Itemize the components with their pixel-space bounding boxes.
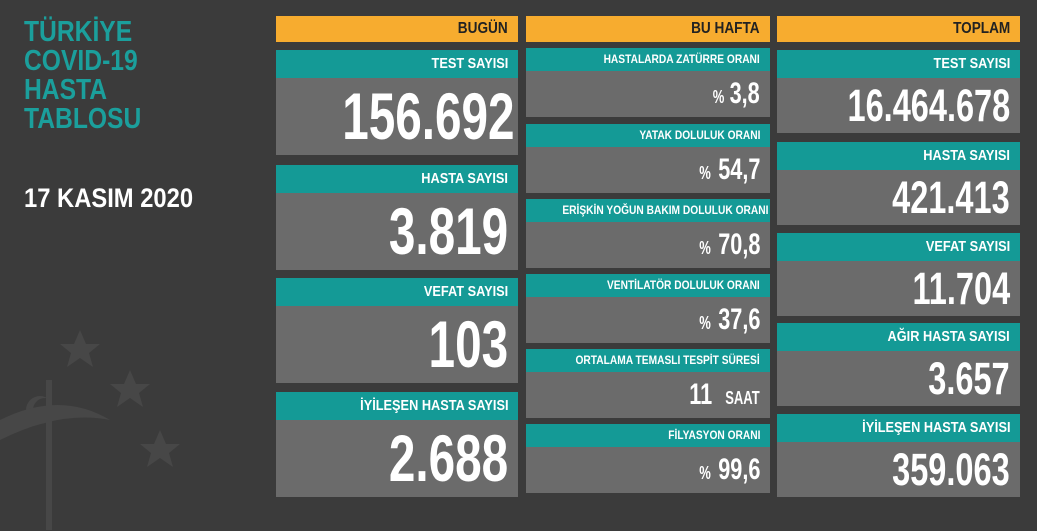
label-text: AĞIR HASTA SAYISI <box>887 328 1010 345</box>
value-group: % 37,6 <box>697 297 760 346</box>
card-label: VEFAT SAYISI <box>276 278 518 306</box>
card-label: İYİLEŞEN HASTA SAYISI <box>777 414 1020 442</box>
value-text: 11.704 <box>912 263 1010 314</box>
column-header: BUGÜN <box>276 16 518 42</box>
value-text: 3,8 <box>729 77 760 110</box>
column-header: BU HAFTA <box>526 16 770 42</box>
card-value: 2.688 <box>276 420 518 497</box>
card-label: TEST SAYISI <box>777 50 1020 78</box>
value-group: 11 SAAT <box>685 372 760 421</box>
card-value: 103 <box>276 306 518 383</box>
card-value: % 70,8 <box>526 222 770 268</box>
card-label: ERİŞKİN YOĞUN BAKIM DOLULUK ORANI <box>526 199 770 222</box>
label-text: İYİLEŞEN HASTA SAYISI <box>861 419 1010 436</box>
value-group: % 3,8 <box>711 71 760 120</box>
value-group: 3.657 <box>914 351 1010 406</box>
value-text: 421.413 <box>892 172 1010 223</box>
value-group: % 54,7 <box>697 147 760 196</box>
card-label: YATAK DOLULUK ORANI <box>526 124 770 147</box>
value-group: 11.704 <box>895 261 1010 316</box>
label-text: FİLYASYON ORANI <box>667 428 760 442</box>
card-label: FİLYASYON ORANI <box>526 424 770 447</box>
card-value: 421.413 <box>777 170 1020 225</box>
label-text: ORTALAMA TEMASLI TESPİT SÜRESİ <box>575 353 760 367</box>
percent-sign: % <box>698 163 711 183</box>
label-text: VEFAT SAYISI <box>925 238 1010 255</box>
value-text: 11 <box>689 378 713 411</box>
title-line: HASTA <box>24 74 108 106</box>
label-text: İYİLEŞEN HASTA SAYISI <box>359 397 508 414</box>
value-text: 3.657 <box>928 353 1010 404</box>
percent-sign: % <box>698 313 711 333</box>
percent-sign: % <box>698 238 711 258</box>
value-text: 70,8 <box>717 228 760 261</box>
label-text: VEFAT SAYISI <box>423 283 508 300</box>
value-text: 2.688 <box>388 421 508 495</box>
card-value: % 99,6 <box>526 447 770 493</box>
label-text: HASTA SAYISI <box>421 170 508 187</box>
value-group: 2.688 <box>368 420 508 497</box>
value-text: 54,7 <box>717 153 760 186</box>
card-label: TEST SAYISI <box>276 50 518 78</box>
value-text: 99,6 <box>717 453 760 486</box>
value-group: 421.413 <box>872 170 1010 225</box>
title-line: COVID-19 <box>24 45 138 77</box>
card-label: AĞIR HASTA SAYISI <box>777 323 1020 351</box>
column-header: TOPLAM <box>777 16 1020 42</box>
card-value: % 37,6 <box>526 297 770 343</box>
card-value: 16.464.678 <box>777 78 1020 133</box>
emblem <box>0 330 180 530</box>
percent-sign: % <box>712 87 725 107</box>
percent-sign: % <box>698 463 711 483</box>
label-text: HASTALARDA ZATÜRRE ORANI <box>603 52 760 66</box>
value-group: 156.692 <box>312 78 515 155</box>
header-text: BU HAFTA <box>691 20 760 37</box>
card-label: ORTALAMA TEMASLI TESPİT SÜRESİ <box>526 349 770 372</box>
card-value: 3.657 <box>777 351 1020 406</box>
value-group: 103 <box>414 306 508 383</box>
label-text: VENTİLATÖR DOLULUK ORANI <box>607 278 760 292</box>
header-text: TOPLAM <box>952 20 1010 37</box>
header-text: BUGÜN <box>458 20 508 37</box>
value-text: 37,6 <box>717 303 760 336</box>
value-text: 103 <box>428 307 508 381</box>
value-group: 16.464.678 <box>819 78 1010 133</box>
title-line: TÜRKİYE <box>24 16 133 48</box>
card-value: % 54,7 <box>526 147 770 193</box>
value-group: 3.819 <box>368 193 508 270</box>
card-value: 3.819 <box>276 193 518 270</box>
label-text: TEST SAYISI <box>431 55 508 72</box>
card-label: HASTA SAYISI <box>777 142 1020 170</box>
card-label: HASTALARDA ZATÜRRE ORANI <box>526 48 770 71</box>
card-value: 156.692 <box>276 78 518 155</box>
label-text: ERİŞKİN YOĞUN BAKIM DOLULUK ORANI <box>562 203 769 217</box>
label-text: HASTA SAYISI <box>923 147 1010 164</box>
value-text: 156.692 <box>342 79 515 153</box>
label-text: YATAK DOLULUK ORANI <box>638 128 760 142</box>
label-text: TEST SAYISI <box>933 55 1010 72</box>
card-label: VEFAT SAYISI <box>777 233 1020 261</box>
card-value: 11.704 <box>777 261 1020 316</box>
card-value: 359.063 <box>777 442 1020 497</box>
card-value: % 3,8 <box>526 71 770 117</box>
card-label: İYİLEŞEN HASTA SAYISI <box>276 392 518 420</box>
value-group: % 70,8 <box>697 222 760 271</box>
value-text: 16.464.678 <box>847 80 1010 131</box>
value-group: % 99,6 <box>697 447 760 496</box>
title-line: TABLOSU <box>24 103 142 135</box>
date: 17 KASIM 2020 <box>24 183 194 213</box>
unit-text: SAAT <box>725 388 760 408</box>
value-text: 359.063 <box>892 444 1010 495</box>
value-text: 3.819 <box>388 194 508 268</box>
card-label: VENTİLATÖR DOLULUK ORANI <box>526 274 770 297</box>
value-group: 359.063 <box>872 442 1010 497</box>
card-value: 11 SAAT <box>526 372 770 418</box>
card-label: HASTA SAYISI <box>276 165 518 193</box>
